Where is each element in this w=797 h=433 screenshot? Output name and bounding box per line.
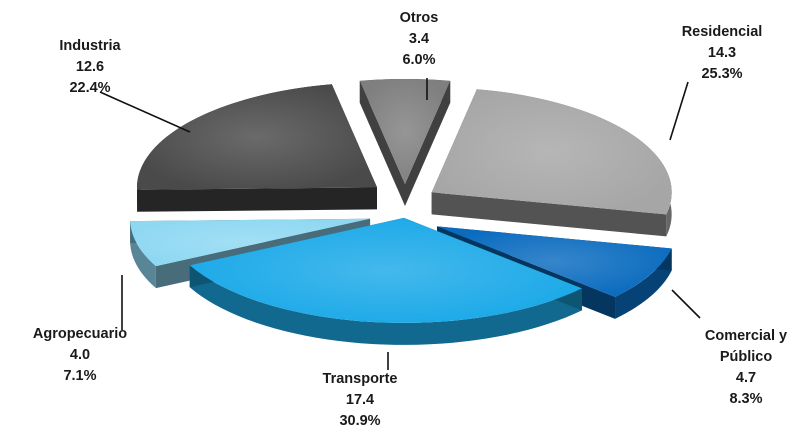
data-label-percent: 25.3%	[701, 66, 742, 82]
slice-highlight	[137, 84, 377, 189]
data-label-percent: 30.9%	[339, 413, 380, 429]
data-label-percent: 8.3%	[729, 391, 762, 407]
data-label-category: Transporte	[323, 371, 398, 387]
leader-line	[672, 290, 700, 318]
data-label-category: Otros	[400, 10, 439, 26]
data-label-percent: 6.0%	[402, 52, 435, 68]
data-label-category: Agropecuario	[33, 326, 127, 342]
data-label-percent: 7.1%	[63, 368, 96, 384]
data-label-category: Industria	[59, 38, 121, 54]
data-label-value: 4.0	[70, 347, 90, 363]
leader-line	[670, 82, 688, 140]
data-label-value: 4.7	[736, 370, 756, 386]
data-label-value: 3.4	[409, 31, 429, 47]
data-label-value: 12.6	[76, 59, 104, 75]
data-label-value: 14.3	[708, 45, 736, 61]
data-label: Residencial 14.3 25.3%	[682, 24, 763, 82]
data-label-percent: 22.4%	[69, 80, 110, 96]
data-label: Industria 12.6 22.4%	[59, 38, 121, 96]
slice-highlight	[432, 89, 672, 214]
data-label: Transporte 17.4 30.9%	[323, 371, 398, 429]
leader-line	[100, 92, 190, 132]
data-label: Comercial y Público 4.7 8.3%	[705, 328, 787, 407]
data-label-category: Comercial y	[705, 328, 787, 344]
data-label: Otros 3.4 6.0%	[400, 10, 439, 68]
data-label-value: 17.4	[346, 392, 374, 408]
data-label-category: Público	[720, 349, 773, 365]
data-label-category: Residencial	[682, 24, 763, 40]
data-label: Agropecuario 4.0 7.1%	[33, 326, 127, 384]
